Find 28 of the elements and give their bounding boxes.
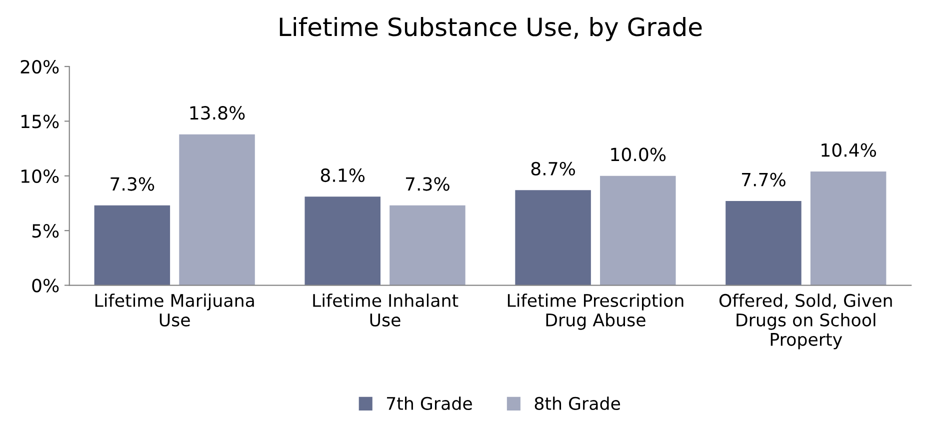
data-label: 7.3% — [406, 177, 450, 191]
bar — [179, 134, 255, 286]
data-label: 10.0% — [611, 148, 666, 162]
data-label: 7.7% — [742, 172, 786, 186]
bar — [304, 196, 380, 286]
bar — [726, 201, 802, 286]
y-tick-label: 0% — [32, 278, 59, 292]
y-tick-label: 10% — [22, 169, 59, 184]
bar — [390, 205, 466, 286]
legend-label: 8th Grade — [534, 396, 620, 410]
data-label: 8.7% — [531, 162, 575, 176]
y-tick-label: 15% — [22, 114, 59, 128]
x-tick-label: Lifetime Marijuana Use — [95, 294, 254, 326]
legend-label: 7th Grade — [387, 396, 472, 410]
x-tick-label: Lifetime Prescription Drug Abuse — [508, 294, 684, 330]
x-tick-label: Offered, Sold, Given Drugs on School Property — [719, 294, 892, 350]
data-label: 13.8% — [190, 106, 245, 120]
data-label: 7.3% — [110, 177, 154, 191]
data-label: 8.1% — [320, 168, 365, 182]
chart-title: Lifetime Substance Use, by Grade — [280, 16, 702, 42]
data-label: 10.4% — [822, 143, 876, 157]
y-tick-label: 5% — [32, 224, 59, 238]
y-tick-label: 20% — [20, 60, 59, 74]
x-tick-label: Lifetime Inhalant Use — [313, 294, 458, 326]
bar — [600, 176, 676, 286]
bar — [810, 172, 886, 286]
bar — [515, 190, 591, 286]
bar — [94, 205, 170, 286]
